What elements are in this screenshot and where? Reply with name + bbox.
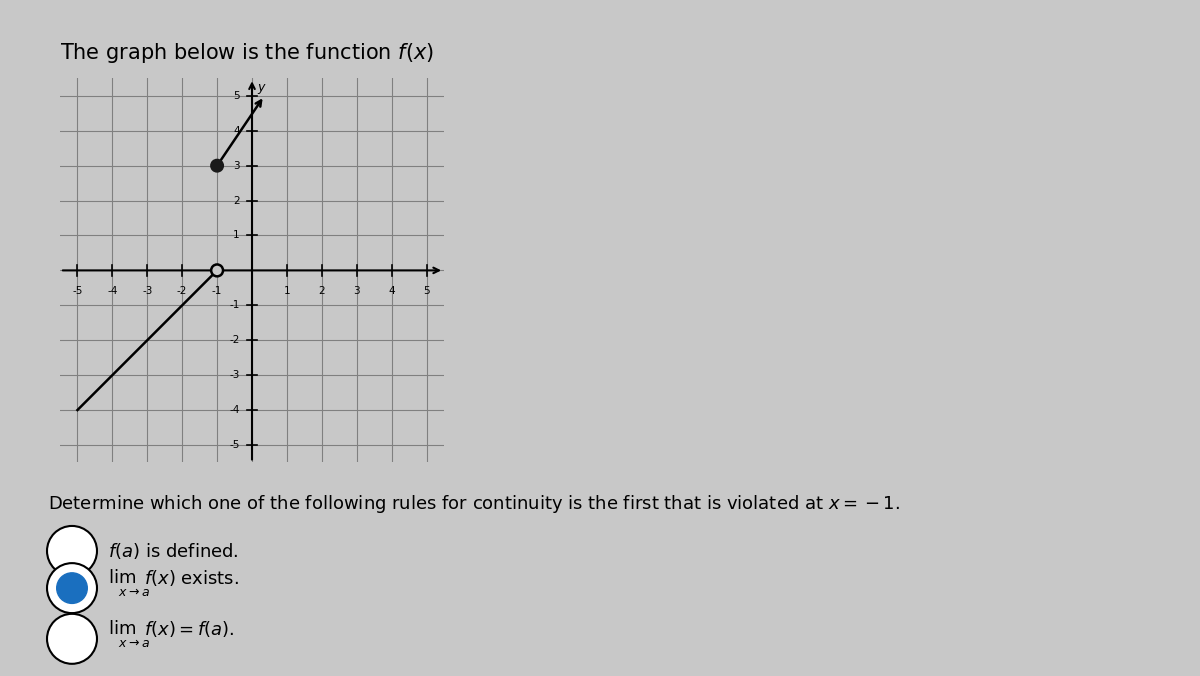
Text: $\lim$: $\lim$ [108, 569, 136, 587]
Text: $x\to a$: $x\to a$ [118, 637, 150, 650]
Text: -3: -3 [142, 286, 152, 296]
Text: -5: -5 [72, 286, 83, 296]
Text: $x\to a$: $x\to a$ [118, 586, 150, 600]
Circle shape [47, 563, 97, 613]
Text: -4: -4 [229, 405, 240, 415]
Text: 5: 5 [424, 286, 430, 296]
Text: 5: 5 [233, 91, 240, 101]
Text: $y$: $y$ [257, 82, 268, 96]
Text: 2: 2 [233, 195, 240, 206]
Text: Determine which one of the following rules for continuity is the first that is v: Determine which one of the following rul… [48, 493, 900, 516]
Text: -2: -2 [229, 335, 240, 345]
Text: 3: 3 [233, 161, 240, 170]
Text: 3: 3 [354, 286, 360, 296]
Circle shape [211, 264, 223, 276]
Circle shape [56, 573, 88, 604]
Text: The graph below is the function $f(x)$: The graph below is the function $f(x)$ [60, 41, 434, 65]
Text: 4: 4 [389, 286, 395, 296]
Text: $f(x)$ exists.: $f(x)$ exists. [144, 568, 239, 588]
Text: 4: 4 [233, 126, 240, 136]
Text: -4: -4 [107, 286, 118, 296]
Text: -2: -2 [176, 286, 187, 296]
Circle shape [47, 614, 97, 664]
Text: 1: 1 [233, 231, 240, 241]
Text: 1: 1 [283, 286, 290, 296]
Text: 2: 2 [318, 286, 325, 296]
Text: $\lim$: $\lim$ [108, 620, 136, 637]
Text: -1: -1 [212, 286, 222, 296]
Text: -5: -5 [229, 440, 240, 450]
Circle shape [211, 160, 223, 172]
Circle shape [47, 526, 97, 576]
Text: -1: -1 [229, 300, 240, 310]
Text: $f(a)$ is defined.: $f(a)$ is defined. [108, 541, 239, 561]
Text: $f(x) = f(a)$.: $f(x) = f(a)$. [144, 619, 234, 639]
Text: -3: -3 [229, 370, 240, 380]
